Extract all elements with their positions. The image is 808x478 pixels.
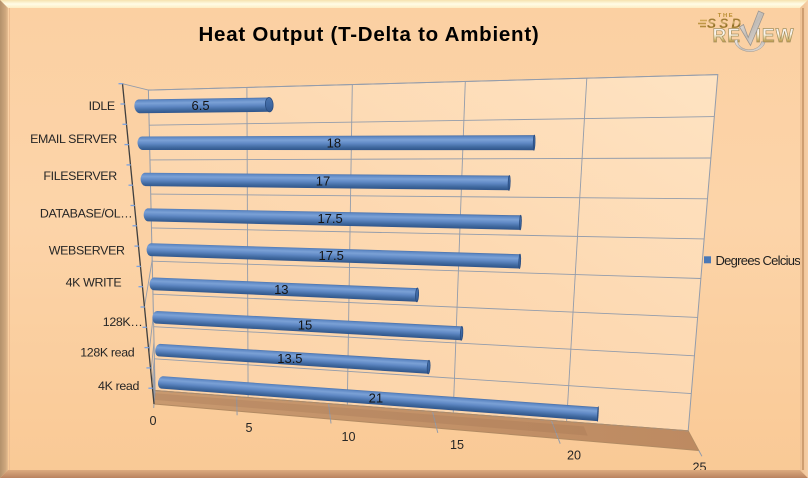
svg-text:17: 17 <box>316 174 330 189</box>
svg-text:EMAIL SERVER: EMAIL SERVER <box>30 132 117 146</box>
svg-text:4K WRITE: 4K WRITE <box>66 276 122 290</box>
svg-text:13.5: 13.5 <box>277 351 302 366</box>
svg-text:17.5: 17.5 <box>317 211 342 226</box>
svg-text:FILESERVER: FILESERVER <box>43 169 117 183</box>
svg-text:DATABASE/OL…: DATABASE/OL… <box>40 206 132 220</box>
svg-text:THE: THE <box>718 13 734 19</box>
svg-text:4K read: 4K read <box>98 379 139 393</box>
svg-text:13: 13 <box>274 282 288 297</box>
svg-text:RE: RE <box>713 26 742 47</box>
svg-text:15: 15 <box>298 318 312 333</box>
svg-text:20: 20 <box>567 448 581 462</box>
svg-text:6.5: 6.5 <box>192 98 210 113</box>
svg-text:IEW: IEW <box>756 26 795 47</box>
svg-text:21: 21 <box>369 391 383 406</box>
svg-text:Heat Output (T-Delta to Ambien: Heat Output (T-Delta to Ambient) <box>199 23 540 46</box>
svg-text:17.5: 17.5 <box>319 248 344 263</box>
svg-text:18: 18 <box>327 135 341 150</box>
svg-text:128K…: 128K… <box>103 315 143 329</box>
svg-text:Degrees Celcius: Degrees Celcius <box>716 253 802 268</box>
svg-text:SSD: SSD <box>707 16 744 31</box>
svg-text:15: 15 <box>450 438 464 452</box>
svg-text:5: 5 <box>245 421 252 435</box>
svg-text:10: 10 <box>341 430 355 444</box>
svg-text:128K read: 128K read <box>80 346 134 360</box>
svg-text:IDLE: IDLE <box>89 99 115 113</box>
svg-text:WEBSERVER: WEBSERVER <box>49 243 125 257</box>
svg-text:0: 0 <box>149 414 156 428</box>
